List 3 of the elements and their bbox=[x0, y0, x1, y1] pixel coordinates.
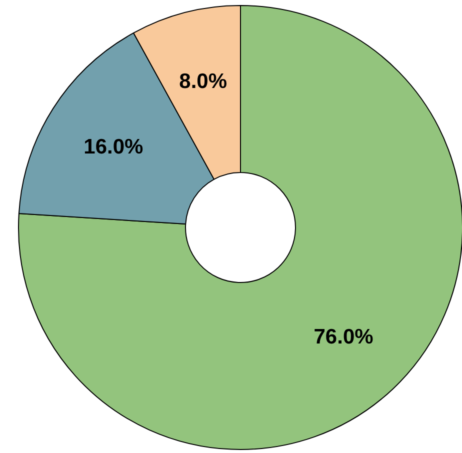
data-label: 8.0% bbox=[179, 70, 228, 94]
data-label: 16.0% bbox=[84, 135, 144, 158]
data-label: 76.0% bbox=[314, 326, 374, 349]
